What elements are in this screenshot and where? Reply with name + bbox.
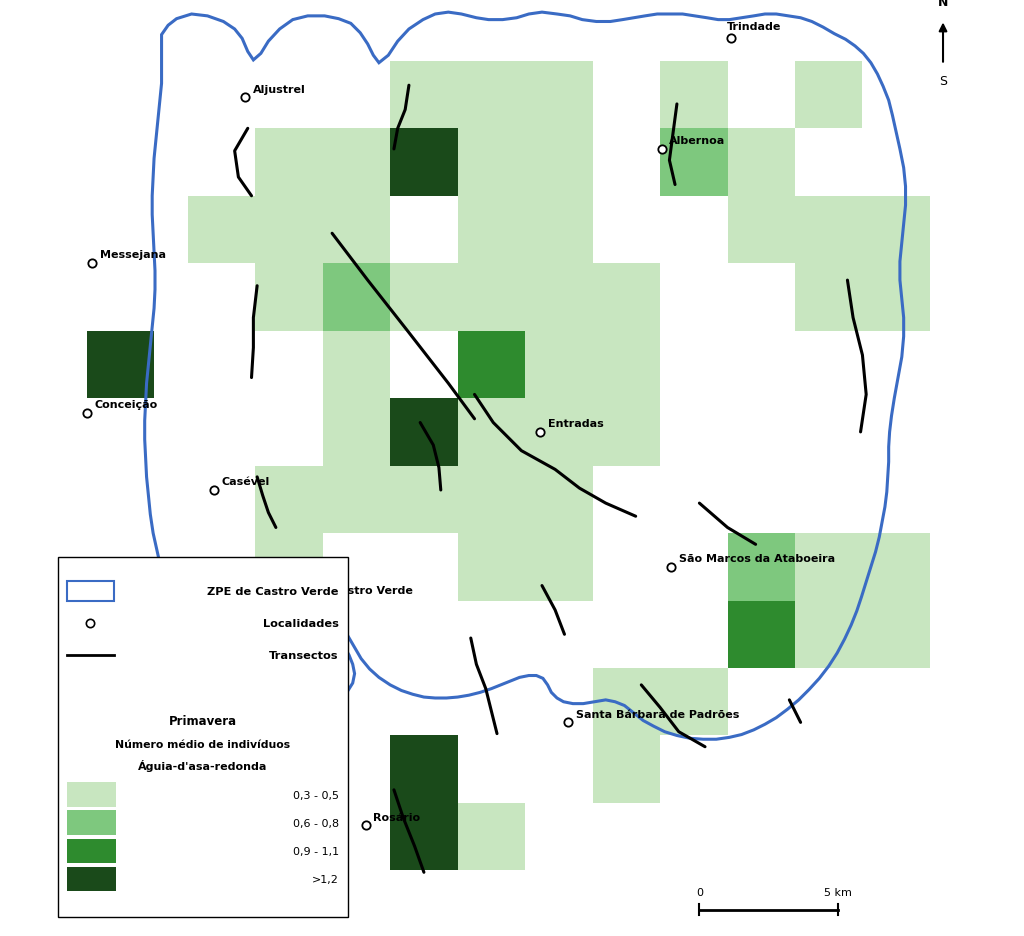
Bar [593,736,660,803]
Bar [593,399,660,466]
Text: Conceição: Conceição [94,400,158,410]
Bar [458,466,525,534]
Bar [255,264,323,331]
Bar [187,197,255,264]
Bar [323,466,390,534]
Bar [87,331,154,399]
Text: Albernoa: Albernoa [670,136,726,146]
Bar [323,331,390,399]
Bar [862,601,930,668]
Text: Santa Bárbara de Padrões: Santa Bárbara de Padrões [575,709,739,719]
Bar [525,197,593,264]
Text: Primavera: Primavera [169,714,237,727]
Bar [458,197,525,264]
Bar [593,264,660,331]
Bar [255,129,323,197]
Text: 0,3 - 0,5: 0,3 - 0,5 [293,790,339,799]
Bar [525,534,593,601]
Bar [660,668,727,736]
Text: Entradas: Entradas [548,418,603,429]
Bar [390,466,458,534]
Text: Número médio de indivíduos: Número médio de indivíduos [116,739,291,749]
Bar [660,129,727,197]
Text: Messejana: Messejana [99,250,166,260]
Bar [525,62,593,129]
Bar [727,601,795,668]
Bar [525,331,593,399]
Bar [593,331,660,399]
Bar [458,399,525,466]
Bar [390,264,458,331]
Bar [525,129,593,197]
Bar [727,129,795,197]
Text: Castro Verde: Castro Verde [332,585,413,595]
Bar [255,466,323,534]
Bar [67,839,116,863]
Text: N: N [938,0,948,9]
Bar [525,264,593,331]
Text: 5 km: 5 km [824,886,852,897]
Bar [862,534,930,601]
Text: Águia-d'asa-redonda: Águia-d'asa-redonda [138,759,267,770]
Bar [525,466,593,534]
Text: São Marcos da Ataboeira: São Marcos da Ataboeira [679,553,835,563]
Text: Aljustrel: Aljustrel [253,84,305,95]
Bar [323,264,390,331]
Bar [390,736,458,803]
Bar [390,62,458,129]
Bar [323,197,390,264]
Bar [458,129,525,197]
Bar [255,534,323,601]
Bar [67,811,116,835]
Text: S: S [939,75,947,88]
Bar [390,803,458,870]
Bar [862,264,930,331]
Bar [795,534,862,601]
Bar [795,197,862,264]
Text: Localidades: Localidades [263,619,339,628]
Bar [323,399,390,466]
Bar [727,534,795,601]
Bar [593,668,660,736]
Bar [57,557,348,917]
Bar [458,62,525,129]
Bar [458,331,525,399]
Bar [795,264,862,331]
Bar [390,129,458,197]
Bar [458,803,525,870]
Text: Trindade: Trindade [727,22,781,32]
Bar [323,129,390,197]
Bar [862,197,930,264]
Bar [67,867,116,891]
Bar [255,197,323,264]
Text: Casével: Casével [221,476,269,487]
Bar [525,399,593,466]
Bar [458,264,525,331]
Text: 0,6 - 0,8: 0,6 - 0,8 [293,818,339,827]
Text: Rosário: Rosário [374,812,421,822]
Bar [660,62,727,129]
Text: >1,2: >1,2 [311,874,339,884]
Bar [390,399,458,466]
Bar [67,782,116,807]
Bar [795,601,862,668]
Text: 0,9 - 1,1: 0,9 - 1,1 [293,846,339,856]
Text: ZPE de Castro Verde: ZPE de Castro Verde [207,587,339,596]
Text: Transectos: Transectos [269,651,339,660]
Bar [727,197,795,264]
Bar [795,62,862,129]
Text: 0: 0 [696,886,702,897]
Bar [458,534,525,601]
